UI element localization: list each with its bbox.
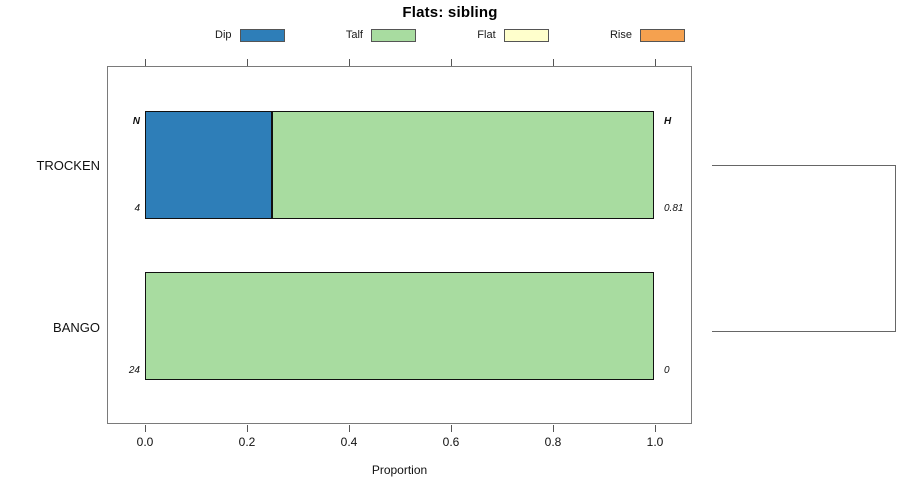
annotation-n-header: N — [132, 116, 140, 127]
legend-item-dip[interactable]: Dip — [215, 28, 285, 42]
legend-swatch-rise — [639, 28, 685, 42]
legend: Dip Talf Flat Rise — [215, 26, 685, 44]
x-tick-mark-top-0 — [145, 59, 146, 66]
chart-title: Flats: sibling — [402, 4, 498, 21]
legend-swatch-dip — [239, 28, 285, 42]
x-tick-label-1: 0.2 — [238, 435, 256, 449]
x-axis-title: Proportion — [371, 463, 428, 477]
annotation-h-value-bango: 0 — [664, 365, 670, 376]
legend-label-flat: Flat — [477, 29, 496, 41]
dendrogram-join-node — [895, 165, 896, 332]
x-tick-mark-1 — [247, 425, 248, 432]
x-tick-mark-top-2 — [349, 59, 350, 66]
stacked-bar-trocken[interactable] — [145, 111, 654, 219]
x-tick-mark-top-3 — [451, 59, 452, 66]
legend-swatch-flat — [503, 28, 549, 42]
x-tick-label-2: 0.4 — [340, 435, 358, 449]
bar-segment-bango-talf[interactable] — [145, 272, 654, 380]
x-tick-mark-0 — [145, 425, 146, 432]
annotation-n-value-bango: 24 — [128, 365, 140, 376]
dendrogram-branch-bango — [712, 331, 896, 332]
annotation-n-value-trocken: 4 — [134, 203, 140, 214]
x-tick-label-5: 1.0 — [646, 435, 664, 449]
legend-swatch-talf — [370, 28, 416, 42]
x-tick-mark-top-4 — [553, 59, 554, 66]
x-tick-mark-top-5 — [655, 59, 656, 66]
bar-segment-trocken-dip[interactable] — [145, 111, 273, 219]
x-tick-mark-3 — [451, 425, 452, 432]
x-tick-mark-4 — [553, 425, 554, 432]
x-tick-label-3: 0.6 — [442, 435, 460, 449]
annotation-h-value-trocken: 0.81 — [664, 203, 684, 214]
x-tick-label-4: 0.8 — [544, 435, 562, 449]
x-tick-mark-top-1 — [247, 59, 248, 66]
row-label-bango: BANGO — [53, 320, 100, 335]
row-label-trocken: TROCKEN — [36, 158, 100, 173]
legend-item-rise[interactable]: Rise — [609, 28, 685, 42]
legend-label-talf: Talf — [345, 29, 363, 41]
stacked-bar-bango[interactable] — [145, 272, 654, 380]
legend-label-rise: Rise — [609, 29, 632, 41]
annotation-h-header: H — [664, 116, 672, 127]
x-tick-mark-5 — [655, 425, 656, 432]
dendrogram-branch-trocken — [712, 165, 896, 166]
legend-item-talf[interactable]: Talf — [345, 28, 416, 42]
x-tick-mark-2 — [349, 425, 350, 432]
dendrogram — [700, 60, 900, 440]
legend-item-flat[interactable]: Flat — [477, 28, 549, 42]
legend-label-dip: Dip — [215, 29, 232, 41]
bar-segment-trocken-talf[interactable] — [272, 111, 654, 219]
x-tick-label-0: 0.0 — [136, 435, 154, 449]
